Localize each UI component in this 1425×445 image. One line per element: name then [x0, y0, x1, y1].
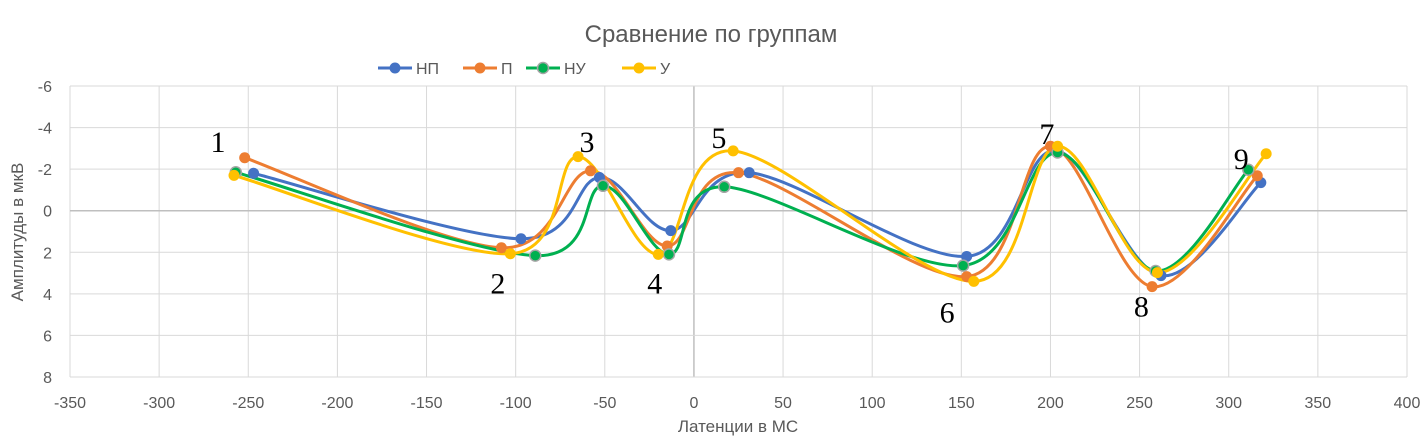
data-point [733, 167, 744, 179]
data-point [248, 167, 260, 179]
data-point [1251, 170, 1263, 182]
x-tick-label: 350 [1305, 395, 1332, 412]
data-point [662, 248, 676, 261]
x-tick-label: 200 [1037, 395, 1064, 412]
x-axis-label: Латенции в МС [678, 417, 798, 436]
data-point [665, 225, 677, 237]
x-tick-label: -250 [232, 395, 264, 412]
data-point [1242, 163, 1255, 177]
plot-series [228, 140, 1272, 293]
x-tick-label: -300 [143, 395, 175, 412]
annotation-label: 9 [1234, 143, 1249, 176]
chart-title: Сравнение по группам [585, 21, 838, 48]
annotation-label: 1 [210, 126, 225, 159]
annotation-label: 2 [490, 267, 505, 300]
x-tick-label: 250 [1126, 395, 1153, 412]
x-tick-label: -200 [321, 395, 353, 412]
legend-label: У [660, 61, 671, 78]
y-tick-label: 2 [43, 245, 52, 262]
legend-marker [389, 62, 401, 74]
x-tick-label: -350 [54, 395, 86, 412]
legend-marker [474, 62, 486, 74]
legend-item-У: У [622, 61, 671, 78]
data-point [228, 169, 240, 181]
legend-marker [633, 62, 645, 74]
x-tick-label: 400 [1394, 395, 1421, 412]
series-П [243, 144, 1259, 289]
series-У [232, 144, 1268, 283]
y-tick-label: -6 [38, 79, 52, 96]
legend-label: НП [416, 61, 439, 78]
data-point [596, 179, 610, 193]
y-tick-label: 8 [43, 370, 52, 387]
x-tick-label: -150 [411, 395, 443, 412]
y-tick-label: -4 [38, 121, 52, 138]
data-point [1260, 148, 1272, 160]
annotation-label: 3 [579, 126, 594, 159]
y-tick-label: 0 [43, 204, 52, 221]
data-point [717, 180, 731, 194]
annotation-label: 5 [711, 122, 726, 155]
data-point [515, 233, 527, 245]
y-tick-label: 6 [43, 328, 52, 345]
legend-item-НП: НП [378, 61, 439, 78]
legend-marker [536, 61, 550, 75]
legend-label: П [501, 61, 513, 78]
y-tick-label: 4 [43, 287, 52, 304]
annotation-label: 4 [647, 267, 662, 300]
data-point [961, 250, 973, 262]
legend: НП П НУ У [378, 61, 671, 78]
annotation-label: 6 [940, 297, 955, 330]
x-tick-label: -50 [593, 395, 616, 412]
plot-grid [69, 85, 1408, 378]
markers-У [228, 140, 1272, 287]
data-point [1146, 281, 1158, 293]
x-tick-label: 0 [689, 395, 698, 412]
legend-item-П: П [463, 61, 513, 78]
x-tick-label: 100 [859, 395, 886, 412]
y-axis-label: Амплитуды в мкВ [8, 163, 27, 302]
data-point [239, 152, 251, 164]
data-point [1151, 267, 1163, 279]
data-point [585, 165, 597, 177]
data-point [968, 275, 980, 287]
series-line [243, 144, 1259, 289]
x-tick-label: -100 [500, 395, 532, 412]
legend-item-НУ: НУ [526, 61, 587, 78]
data-point [652, 248, 664, 260]
legend-label: НУ [564, 61, 587, 78]
annotation-label: 7 [1039, 118, 1054, 151]
series-line [232, 144, 1268, 283]
data-point [529, 249, 542, 262]
x-tick-label: 50 [774, 395, 792, 412]
markers-НП [248, 144, 1267, 282]
data-point [504, 248, 516, 260]
annotation-label: 8 [1134, 290, 1149, 323]
x-tick-label: 300 [1215, 395, 1242, 412]
data-point [956, 259, 970, 272]
y-tick-label: -2 [38, 162, 52, 179]
data-point [572, 151, 584, 163]
data-point [495, 242, 507, 254]
data-point [727, 145, 739, 157]
axis-ticks: -350 -300 -250 -200 -150 -100 -50 0 50 100 150 200 2… [38, 79, 1421, 412]
point-annotations: 1 2 3 4 5 6 7 8 9 [210, 118, 1248, 330]
data-point [743, 167, 755, 179]
data-point [1052, 140, 1064, 152]
x-tick-label: 150 [948, 395, 975, 412]
